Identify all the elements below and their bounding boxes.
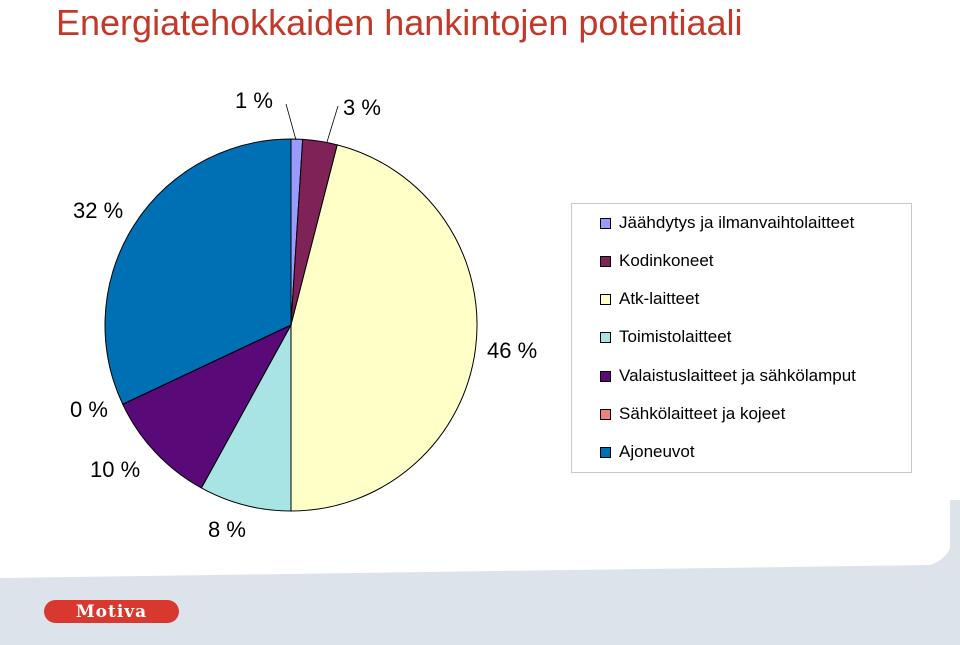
legend-swatch bbox=[600, 370, 611, 382]
data-label-atk: 46 % bbox=[487, 338, 538, 363]
legend-item: Toimistolaitteet bbox=[600, 327, 731, 347]
legend-swatch bbox=[600, 331, 611, 343]
legend-label: Sähkölaitteet ja kojeet bbox=[619, 404, 786, 423]
legend-label: Toimistolaitteet bbox=[619, 327, 732, 346]
pie-slice-5 bbox=[122, 323, 293, 489]
data-label-kodinkoneet: 3 % bbox=[343, 95, 381, 120]
legend-label: Atk-laitteet bbox=[619, 289, 700, 308]
data-label-toimisto: 8 % bbox=[208, 517, 246, 542]
legend-swatch bbox=[600, 217, 611, 229]
data-label-sahkolaitteet: 0 % bbox=[70, 397, 108, 422]
pie-slice-4 bbox=[200, 324, 292, 512]
data-label-ajoneuvot: 32 % bbox=[73, 198, 124, 223]
legend-swatch bbox=[600, 446, 611, 458]
leader-lines bbox=[285, 103, 339, 143]
logo-text: Motiva bbox=[75, 601, 148, 622]
legend-item: Sähkölaitteet ja kojeet bbox=[600, 404, 785, 424]
legend-item: Ajoneuvot bbox=[600, 442, 695, 462]
pie-slice-7 bbox=[104, 138, 292, 405]
leader-line-1 bbox=[285, 103, 297, 141]
legend-item: Jäähdytys ja ilmanvaihtolaitteet bbox=[600, 213, 854, 233]
page-title: Energiatehokkaiden hankintojen potentiaa… bbox=[56, 2, 743, 43]
data-label-valaistus: 10 % bbox=[90, 457, 141, 482]
leader-line-2 bbox=[326, 105, 339, 143]
footer-curve-shape bbox=[0, 500, 960, 580]
legend-item: Atk-laitteet bbox=[600, 289, 699, 309]
legend-label: Jäähdytys ja ilmanvaihtolaitteet bbox=[619, 213, 855, 232]
legend-label: Ajoneuvot bbox=[619, 442, 695, 461]
data-label-jaahdytys: 1 % bbox=[235, 88, 273, 113]
motiva-logo: Motiva bbox=[44, 600, 179, 623]
chart-legend: Jäähdytys ja ilmanvaihtolaitteet Kodinko… bbox=[571, 203, 912, 473]
legend-swatch bbox=[600, 408, 611, 420]
legend-label: Kodinkoneet bbox=[619, 251, 714, 270]
pie-slices bbox=[104, 138, 478, 512]
legend-swatch bbox=[600, 255, 611, 267]
legend-item: Kodinkoneet bbox=[600, 251, 714, 271]
legend-swatch bbox=[600, 293, 611, 305]
legend-item: Valaistuslaitteet ja sähkölamput bbox=[600, 366, 856, 386]
legend-label: Valaistuslaitteet ja sähkölamput bbox=[619, 366, 856, 385]
pie-slice-3 bbox=[290, 144, 478, 512]
